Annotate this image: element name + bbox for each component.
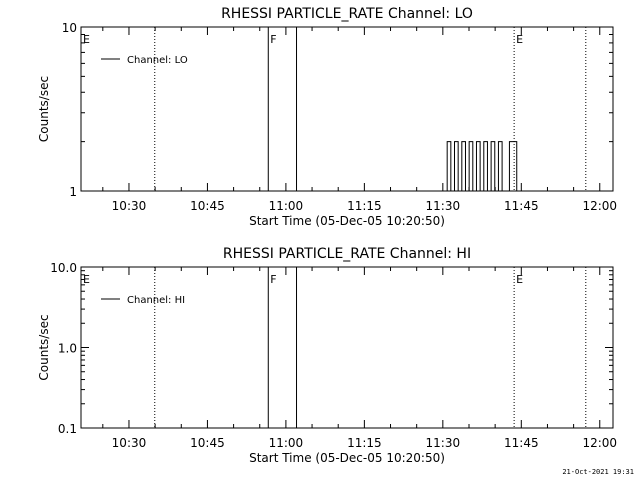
x-tick-label: 10:45	[190, 199, 225, 213]
y-tick-label: 1.0	[58, 342, 77, 356]
x-tick-label: 11:00	[269, 436, 304, 450]
y-tick-label: 1	[69, 185, 77, 199]
y-tick-label: 10	[62, 21, 77, 35]
y-axis-label: Counts/sec	[37, 76, 51, 142]
x-tick-label: 10:30	[112, 199, 147, 213]
x-axis-label: Start Time (05-Dec-05 10:20:50)	[249, 214, 445, 228]
event-marker-label: E	[83, 273, 90, 286]
x-tick-label: 10:45	[190, 436, 225, 450]
x-tick-label: 11:15	[347, 199, 382, 213]
event-marker-label: F	[270, 33, 276, 46]
x-tick-label: 10:30	[112, 436, 147, 450]
x-tick-label: 12:00	[582, 199, 617, 213]
event-marker-label: F	[270, 273, 276, 286]
plot-frame	[80, 266, 614, 429]
plot-frame	[80, 26, 614, 192]
x-tick-label: 12:00	[582, 436, 617, 450]
x-tick-label: 11:30	[426, 199, 461, 213]
legend-label: Channel: HI	[127, 295, 185, 306]
data-series-line	[446, 141, 521, 192]
event-marker-label: E	[516, 33, 523, 46]
x-axis-label: Start Time (05-Dec-05 10:20:50)	[249, 451, 445, 465]
event-marker-label: E	[83, 33, 90, 46]
x-tick-label: 11:45	[504, 436, 539, 450]
event-marker-label: E	[516, 273, 523, 286]
y-axis-label: Counts/sec	[37, 314, 51, 380]
legend-label: Channel: LO	[127, 55, 188, 66]
x-tick-label: 11:45	[504, 199, 539, 213]
y-tick-label: 10.0	[50, 261, 77, 275]
x-tick-label: 11:00	[269, 199, 304, 213]
chart-title: RHESSI PARTICLE_RATE Channel: LO	[221, 6, 473, 22]
y-tick-label: 0.1	[58, 422, 77, 436]
x-tick-label: 11:30	[426, 436, 461, 450]
footer-timestamp: 21-Oct-2021 19:31	[562, 468, 634, 476]
chart-title: RHESSI PARTICLE_RATE Channel: HI	[223, 246, 471, 262]
x-tick-label: 11:15	[347, 436, 382, 450]
